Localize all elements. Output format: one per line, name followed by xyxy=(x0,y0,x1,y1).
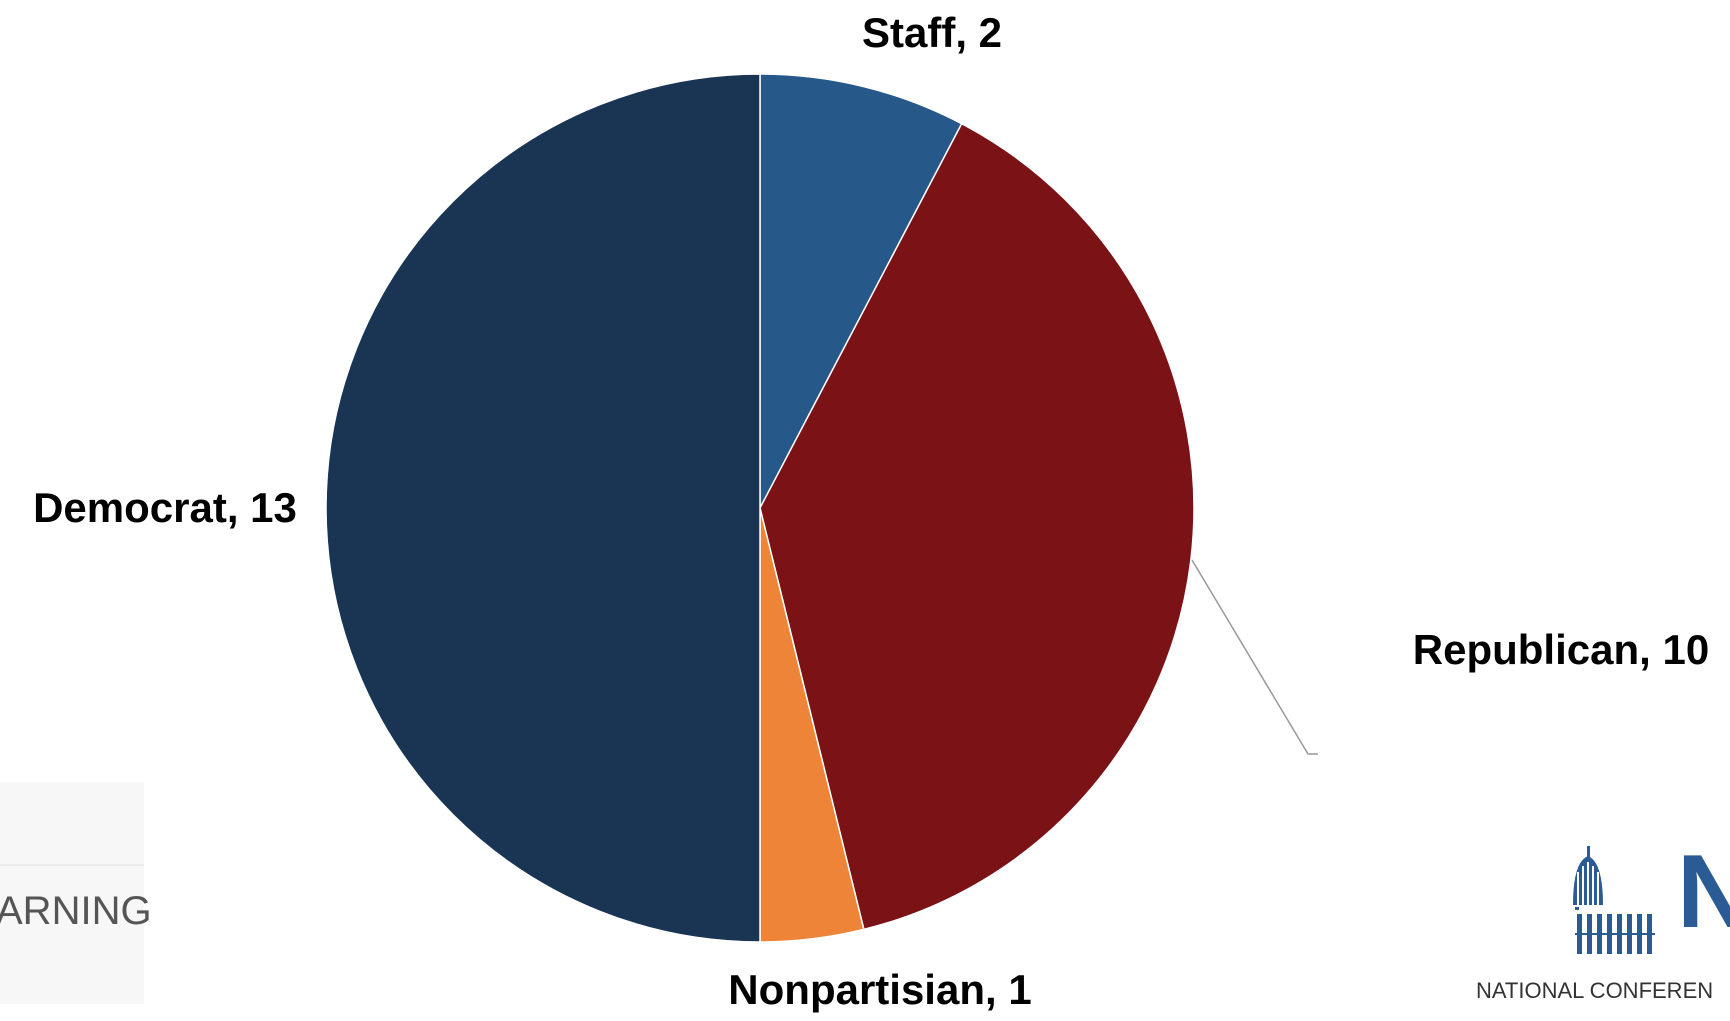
left-logo-text: ARNING xyxy=(0,889,152,933)
pie-slice xyxy=(759,122,1195,931)
right-logo-text: NATIONAL CONFEREN xyxy=(1476,978,1713,1003)
data-label: Staff, 2 xyxy=(862,9,1002,56)
right-logo-letter: N xyxy=(1677,834,1730,950)
left-logo-box xyxy=(0,782,144,1004)
data-label: Republican, 10 xyxy=(1413,626,1709,673)
leader-line xyxy=(1191,559,1318,755)
dome-icon xyxy=(1573,846,1655,954)
data-label: Nonpartisian, 1 xyxy=(728,966,1031,1013)
data-label: Democrat, 13 xyxy=(33,484,297,531)
pie-slice xyxy=(325,73,761,943)
pie-slice xyxy=(759,73,963,509)
